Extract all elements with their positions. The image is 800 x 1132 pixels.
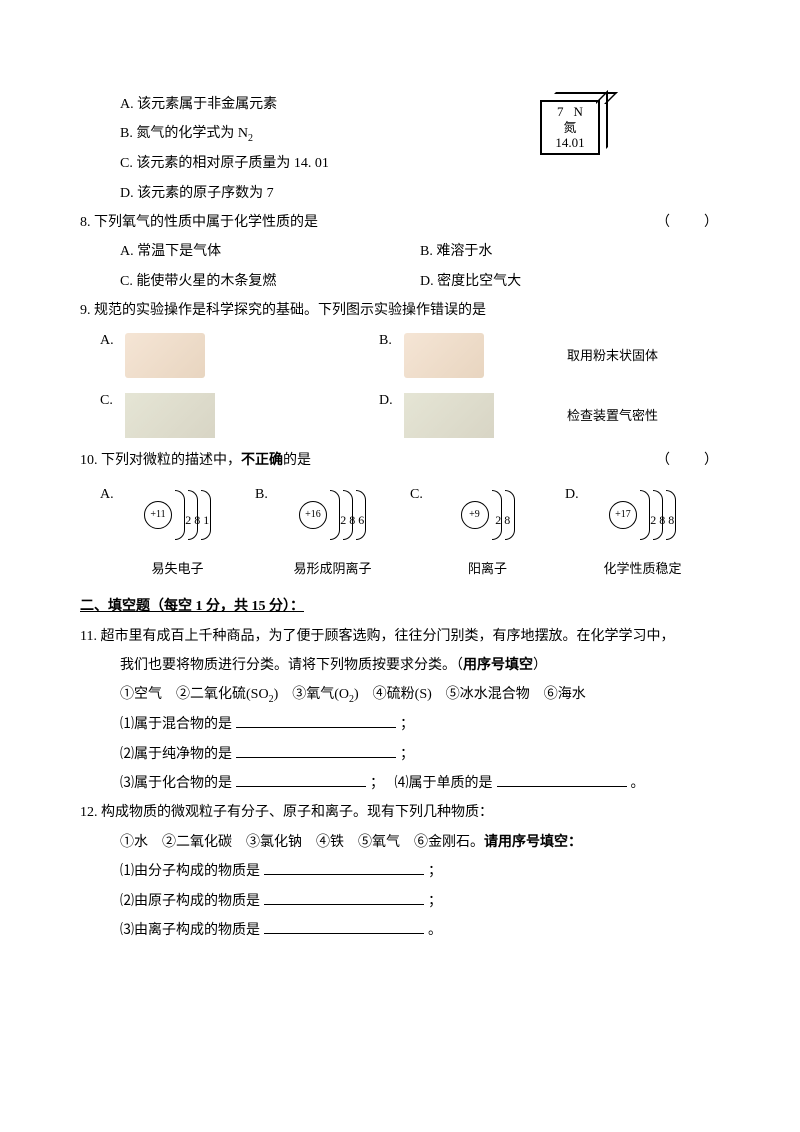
q8-row2: C. 能使带火星的木条复燃 D. 密度比空气大 — [80, 267, 720, 296]
q9-image-a — [125, 333, 205, 378]
q11-blank2[interactable] — [236, 757, 396, 758]
section-2-title: 二、填空题（每空 1 分，共 15 分）： — [80, 592, 720, 621]
q10-stem: 10. 下列对微粒的描述中，不正确的是 （ ） — [80, 446, 720, 475]
q11-blank3[interactable] — [236, 786, 366, 787]
q11-sub34: ⑶属于化合物的是； ⑷属于单质的是。 — [80, 769, 720, 798]
q9-image-c — [125, 393, 215, 438]
q12-blank3[interactable] — [264, 933, 424, 934]
q11-blank1[interactable] — [236, 727, 396, 728]
q7-opt-d: D. 该元素的原子序数为 7 — [80, 179, 720, 208]
q12-blank1[interactable] — [264, 874, 424, 875]
nitrogen-element-illustration: 7N 氮 14.01 — [540, 100, 610, 155]
q7-opt-c: C. 该元素的相对原子质量为 14. 01 — [80, 149, 720, 178]
q8-stem: 8. 下列氧气的性质中属于化学性质的是 （ ） — [80, 208, 720, 237]
q9-images: A. B. 取用粉末状固体 C. D. 检查装置气密性 — [80, 326, 720, 446]
q11-options: ①空气 ②二氧化硫(SO2) ③氧气(O2) ④硫粉(S) ⑤冰水混合物 ⑥海水 — [80, 680, 720, 710]
q9-image-d — [404, 393, 494, 438]
q7-opt-b: B. 氮气的化学式为 N2 — [80, 119, 720, 149]
q9-stem: 9. 规范的实验操作是科学探究的基础。下列图示实验操作错误的是 — [80, 296, 720, 325]
q10-diagrams: A. +11 2 8 1 易失电子 B. +16 2 8 6 易形成阴离子 C.… — [80, 480, 720, 582]
q12-sub3: ⑶由离子构成的物质是。 — [80, 916, 720, 945]
q12-line1: 12. 构成物质的微观粒子有分子、原子和离子。现有下列几种物质： — [80, 798, 720, 827]
q12-blank2[interactable] — [264, 904, 424, 905]
q11-sub2: ⑵属于纯净物的是； — [80, 740, 720, 769]
q11-sub1: ⑴属于混合物的是； — [80, 710, 720, 739]
q11-line1: 11. 超市里有成百上千种商品，为了便于顾客选购，往往分门别类，有序地摆放。在化… — [80, 622, 720, 651]
q12-options: ①水 ②二氧化碳 ③氯化钠 ④铁 ⑤氧气 ⑥金刚石。请用序号填空： — [80, 828, 720, 857]
q8-row1: A. 常温下是气体 B. 难溶于水 — [80, 237, 720, 266]
q9-image-b — [404, 333, 484, 378]
q7-opt-a: A. 该元素属于非金属元素 — [80, 90, 720, 119]
q11-blank4[interactable] — [497, 786, 627, 787]
q12-sub1: ⑴由分子构成的物质是； — [80, 857, 720, 886]
q11-line2: 我们也要将物质进行分类。请将下列物质按要求分类。（用序号填空） — [80, 651, 720, 680]
q12-sub2: ⑵由原子构成的物质是； — [80, 887, 720, 916]
